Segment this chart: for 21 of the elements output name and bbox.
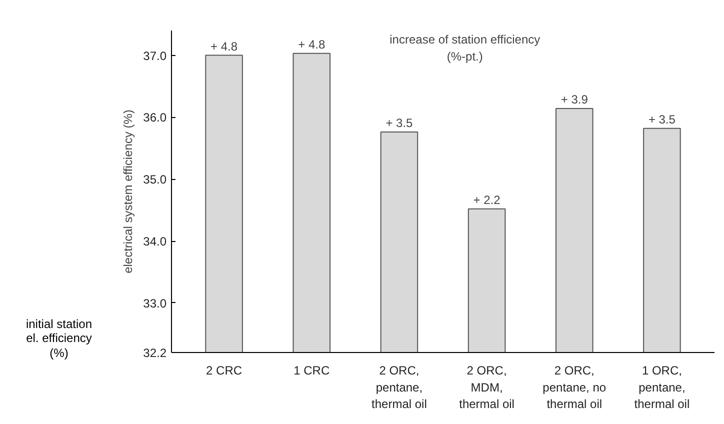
annotation: increase of station efficiency (%-pt.) bbox=[390, 32, 540, 64]
y-tick-label: 34.0 bbox=[143, 234, 167, 249]
text: initial station el. efficiency (%) bbox=[26, 317, 92, 360]
annotation: + 3.5 bbox=[386, 116, 414, 130]
x-tick-label: 2 ORC, pentane, thermal oil bbox=[372, 364, 427, 412]
annotation: + 4.8 bbox=[298, 37, 326, 52]
y-tick-label: 35.0 bbox=[143, 172, 167, 187]
y-tick-label: 33.0 bbox=[143, 296, 167, 310]
annotation: + 3.9 bbox=[560, 92, 588, 107]
y-axis-title: electrical system efficiency (%) bbox=[121, 110, 136, 274]
x-tick-label: 1 ORC, pentane, thermal oil bbox=[634, 364, 690, 412]
annotation: + 4.8 bbox=[210, 39, 238, 54]
x-tick-label: 2 ORC, MDM, thermal oil bbox=[459, 364, 514, 412]
y-tick-label: 36.0 bbox=[143, 110, 167, 125]
x-tick-label: 2 ORC, pentane, no thermal oil bbox=[542, 364, 606, 412]
x-tick-label: 2 CRC bbox=[206, 364, 242, 378]
annotation: + 2.2 bbox=[473, 192, 501, 207]
y-tick-label: 37.0 bbox=[143, 48, 167, 63]
annotation: + 3.5 bbox=[648, 112, 676, 126]
y-tick-label: 32.2 bbox=[143, 346, 167, 360]
x-tick-label: 1 CRC bbox=[294, 364, 330, 378]
